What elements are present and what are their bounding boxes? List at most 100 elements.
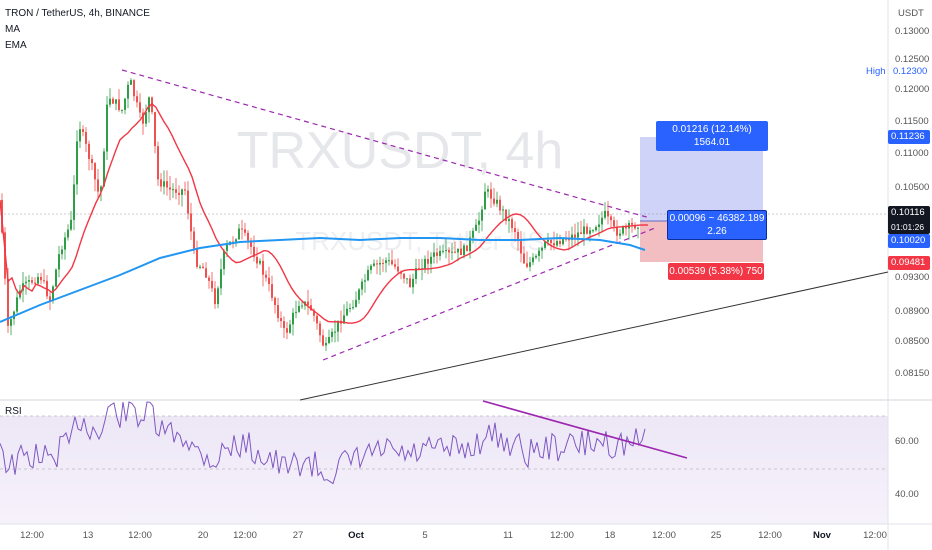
- time-tick-label: 13: [82, 530, 94, 541]
- time-tick-label: 12:00: [233, 530, 257, 541]
- candle-body: [454, 251, 456, 253]
- candle-body: [343, 315, 345, 324]
- candle-body: [82, 129, 84, 132]
- candle-body: [484, 191, 486, 210]
- candle-body: [67, 229, 69, 238]
- candle-body: [592, 230, 594, 232]
- candle-body: [598, 224, 600, 227]
- candle-body: [607, 210, 609, 217]
- entry-label-line1: 0.00096 ~ 46382.189: [669, 213, 765, 224]
- candle-body: [577, 232, 579, 238]
- price-tick-label: 0.13000: [895, 26, 930, 37]
- candle-body: [502, 209, 504, 211]
- rsi-divergence-line[interactable]: [482, 400, 688, 459]
- candle-body: [475, 224, 477, 231]
- candle-body: [388, 260, 390, 262]
- stop-label[interactable]: 0.00539 (5.38%) 750: [668, 263, 764, 280]
- ascending-trendline[interactable]: [322, 227, 656, 361]
- candle-body: [274, 297, 276, 306]
- candle-body: [7, 278, 9, 326]
- candle-body: [523, 253, 525, 264]
- candle-body: [514, 228, 516, 233]
- high-value: 0.12300: [893, 66, 928, 77]
- candle-body: [25, 281, 27, 284]
- candle-body: [124, 98, 126, 110]
- descending-trendline[interactable]: [121, 69, 651, 219]
- candle-body: [451, 251, 453, 253]
- candle-body: [223, 250, 225, 270]
- indicator-series: [0, 102, 649, 324]
- price-tick-label: 0.10500: [895, 182, 930, 193]
- candle-body: [100, 186, 102, 192]
- candle-body: [406, 278, 408, 280]
- candle-body: [613, 220, 615, 227]
- indicator-ema-label[interactable]: EMA: [5, 40, 27, 51]
- candle-body: [160, 179, 162, 187]
- candle-body: [535, 255, 537, 258]
- candle-body: [28, 280, 30, 282]
- candle-body: [352, 307, 354, 309]
- candle-body: [145, 112, 147, 124]
- ema-line[interactable]: [0, 236, 646, 323]
- candle-body: [286, 328, 288, 333]
- candle-body: [142, 112, 144, 124]
- rsi-tick-60: 60.00: [895, 436, 919, 447]
- candle-body: [568, 239, 570, 241]
- candle-body: [439, 250, 441, 256]
- candle-body: [244, 229, 246, 233]
- candle-body: [97, 179, 99, 192]
- candle-body: [403, 273, 405, 279]
- candle-body: [583, 226, 585, 235]
- candle-body: [85, 131, 87, 144]
- entry-price-tag: 0.10020: [888, 234, 930, 248]
- candle-body: [325, 343, 327, 346]
- price-tick-label: 0.11500: [895, 116, 929, 127]
- target-price-tag: 0.11236: [888, 130, 930, 144]
- candle-body: [322, 335, 324, 346]
- candle-body: [172, 189, 174, 191]
- candle-body: [565, 238, 567, 240]
- candle-body: [265, 274, 267, 278]
- candle-body: [412, 278, 414, 288]
- candle-body: [283, 321, 285, 329]
- candle-body: [544, 241, 546, 248]
- ma-line[interactable]: [0, 102, 649, 324]
- candle-body: [625, 226, 627, 229]
- candle-body: [118, 99, 120, 111]
- entry-label[interactable]: 0.00096 ~ 46382.189 2.26: [667, 210, 767, 240]
- candle-body: [148, 97, 150, 113]
- candle-body: [10, 319, 12, 326]
- candle-body: [505, 209, 507, 221]
- candle-body: [487, 189, 489, 192]
- target-zone[interactable]: [640, 137, 763, 221]
- candle-body: [517, 232, 519, 242]
- time-tick-label: Nov: [813, 530, 831, 541]
- candle-body: [139, 102, 141, 113]
- candle-body: [466, 245, 468, 252]
- long-support-trendline[interactable]: [299, 271, 889, 401]
- candle-body: [40, 276, 42, 281]
- time-tick-label: 12:00: [758, 530, 782, 541]
- candle-body: [211, 280, 213, 289]
- candle-body: [511, 219, 513, 229]
- indicator-ma-label[interactable]: MA: [5, 24, 20, 35]
- candle-body: [610, 216, 612, 221]
- candle-body: [106, 104, 108, 152]
- candle-body: [70, 219, 72, 230]
- rsi-tick-40: 40.00: [895, 489, 919, 500]
- rsi-label[interactable]: RSI: [5, 406, 22, 417]
- current-price-tag: 0.10116 01:01:26: [888, 206, 930, 234]
- time-tick-label: Oct: [348, 530, 364, 541]
- rsi-line[interactable]: [0, 401, 646, 485]
- time-tick-label: 27: [292, 530, 304, 541]
- time-tick-label: 12:00: [863, 530, 887, 541]
- target-label[interactable]: 0.01216 (12.14%) 1564.01: [656, 121, 768, 151]
- candle-body: [130, 80, 132, 85]
- candle-body: [463, 245, 465, 256]
- candle-body: [445, 250, 447, 252]
- candle-body: [169, 187, 171, 190]
- countdown-timer: 01:01:26: [891, 222, 925, 232]
- candle-body: [217, 288, 219, 305]
- candlestick-series[interactable]: [1, 78, 639, 351]
